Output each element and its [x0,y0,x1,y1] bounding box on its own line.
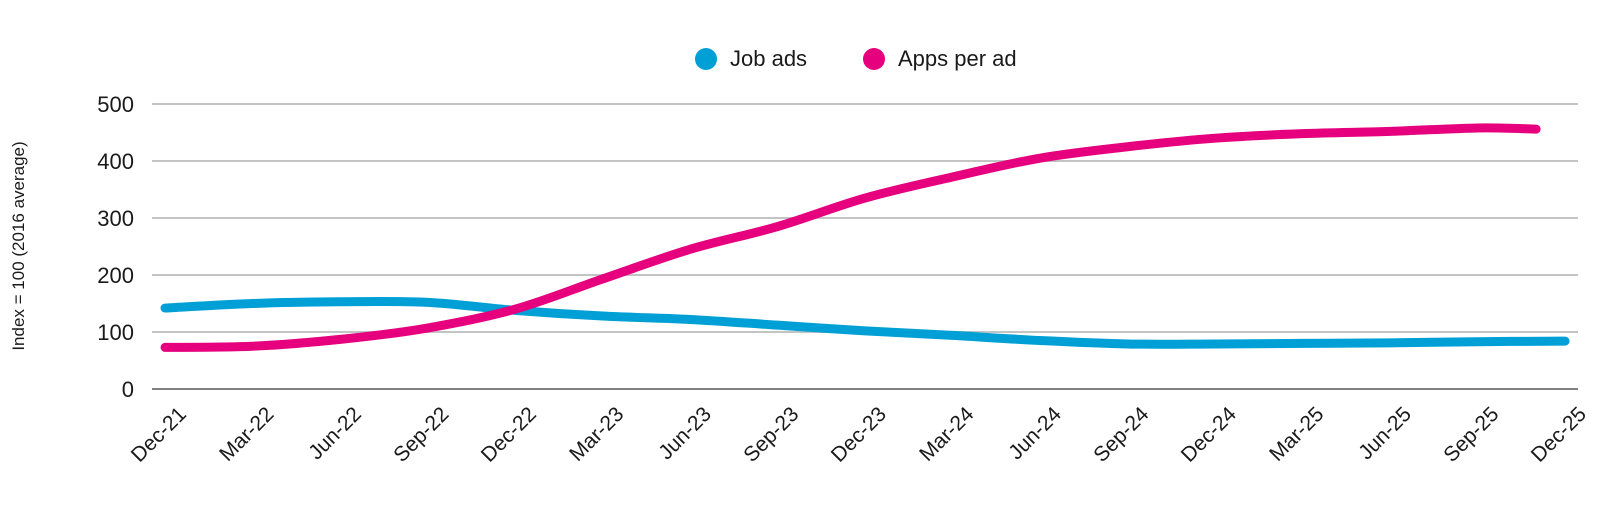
legend: Job ads Apps per ad [695,46,1017,71]
x-tick-label: Dec-23 [827,403,891,467]
legend-item: Apps per ad [863,46,1017,71]
x-tick-label: Sep-25 [1439,403,1503,467]
series-line-apps-per-ad [160,123,1541,352]
y-tick-label: 200 [97,263,134,288]
x-tick-label: Dec-25 [1527,403,1591,467]
x-tick-label: Mar-23 [565,403,628,466]
x-tick-label: Jun-23 [654,403,716,465]
x-tick-label: Dec-22 [477,403,541,467]
legend-item: Job ads [695,46,807,71]
legend-label: Job ads [730,46,807,71]
x-tick-label: Mar-25 [1265,403,1328,466]
x-tick-labels: Dec-21 Mar-22 Jun-22 Sep-22 Dec-22 Mar-23 Jun-… [127,402,1591,466]
x-tick-label: Sep-23 [739,403,803,467]
legend-marker [863,48,885,70]
y-tick-labels: 0 100 200 300 400 500 [97,92,134,402]
x-tick-label: Sep-22 [389,403,453,467]
y-tick-label: 400 [97,149,134,174]
series-lines [160,123,1570,352]
y-tick-label: 100 [97,320,134,345]
y-tick-label: 300 [97,206,134,231]
y-axis-label: Index = 100 (2016 average) [9,141,28,350]
x-tick-label: Jun-22 [304,403,366,465]
legend-label: Apps per ad [898,46,1017,71]
y-tick-label: 0 [122,377,134,402]
y-tick-label: 500 [97,92,134,117]
x-tick-label: Jun-25 [1354,403,1416,465]
x-tick-label: Dec-21 [127,403,191,467]
x-tick-label: Mar-24 [915,402,979,466]
x-tick-label: Jun-24 [1004,402,1066,464]
x-tick-label: Sep-24 [1089,402,1153,466]
x-tick-label: Mar-22 [215,403,278,466]
legend-marker [695,48,717,70]
series-line-job-ads [160,296,1570,349]
x-tick-label: Dec-24 [1177,402,1241,466]
